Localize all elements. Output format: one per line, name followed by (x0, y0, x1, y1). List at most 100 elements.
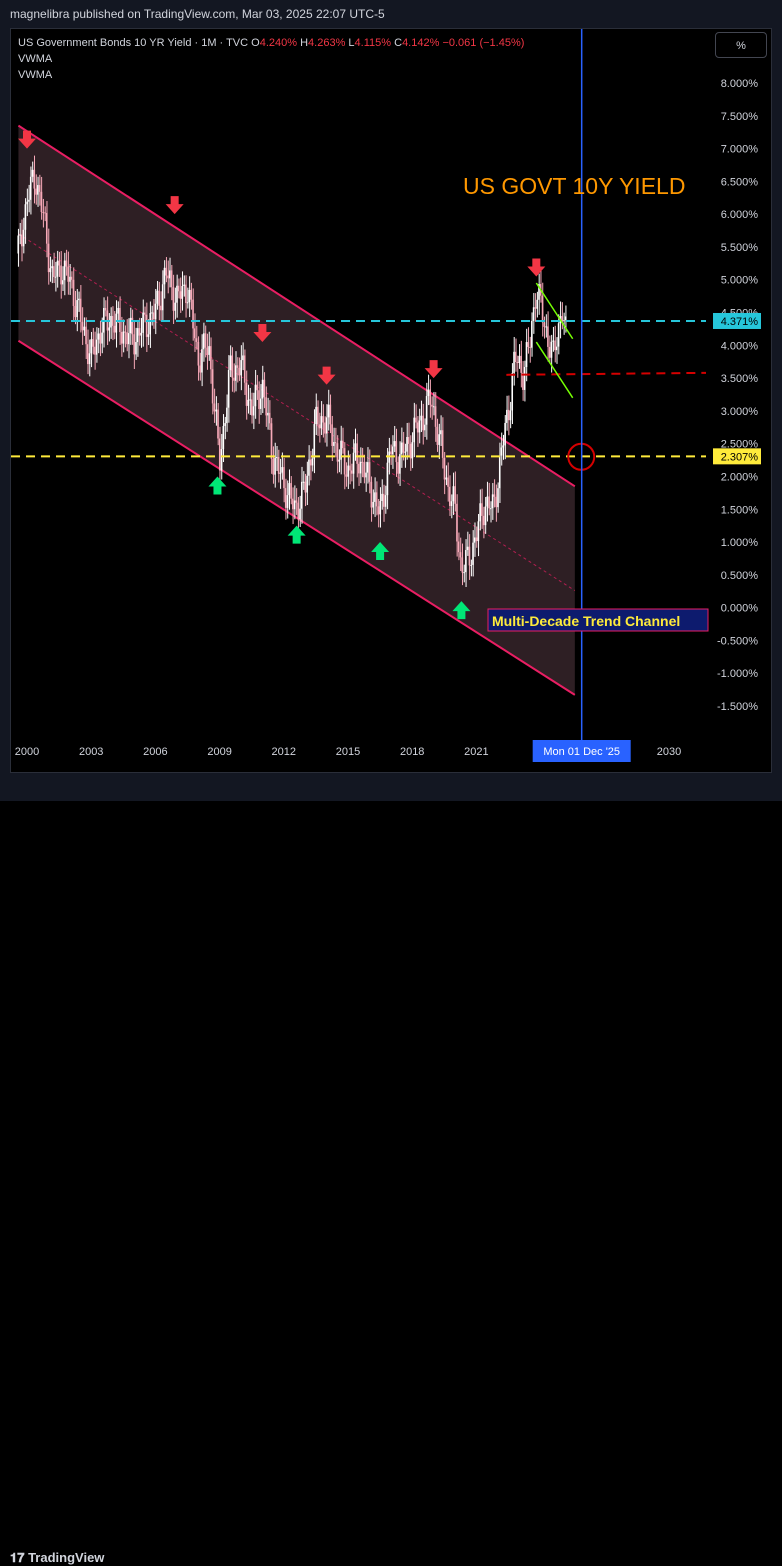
candle-body (358, 463, 360, 474)
indicator-vwma-1[interactable]: VWMA (18, 53, 53, 65)
y-tick-label: 2.000% (721, 471, 759, 483)
candle-body (202, 333, 205, 350)
y-tick-label: 1.000% (721, 537, 759, 549)
wedge-upper-line[interactable] (535, 282, 574, 340)
candle-body (274, 457, 276, 475)
candle-body (406, 437, 408, 452)
level-tag-bg (713, 448, 761, 465)
candle-body (484, 506, 487, 526)
candle-body (441, 430, 444, 458)
candle-body (563, 320, 565, 322)
candle-body (31, 169, 34, 177)
candle-body (276, 457, 278, 459)
candle-body (541, 295, 544, 323)
low-label: L (348, 37, 355, 49)
candle-body (240, 360, 242, 376)
candle-body (37, 185, 39, 195)
symbol-name[interactable]: US Government Bonds 10 YR Yield · 1M · T… (18, 37, 249, 49)
candle-body (74, 305, 77, 318)
wedge-lower-line[interactable] (535, 341, 574, 399)
candle-body (345, 474, 348, 477)
candle-body (290, 483, 292, 499)
candle-body (375, 492, 378, 507)
price-chart[interactable]: 8.000% 7.500% 7.000% 6.500% 6.000% 5.500% 5.00… (0, 0, 782, 801)
candle-body (536, 299, 538, 309)
candle-body (197, 341, 200, 366)
candle-body (550, 341, 553, 358)
candle-body (42, 212, 45, 214)
candle-body (277, 457, 280, 474)
candle-body (227, 369, 230, 408)
x-tick-label: 2000 (15, 746, 39, 758)
candle-body (554, 340, 556, 351)
candle-body (415, 417, 417, 423)
candle-body (120, 331, 123, 344)
candle-body (475, 537, 478, 542)
candle-body (561, 316, 563, 322)
candle-body (179, 291, 182, 299)
channel-label-box[interactable]: Multi-Decade Trend Channel (487, 608, 709, 632)
candle-body (65, 260, 68, 267)
candle-body (188, 289, 191, 303)
candle-body (322, 416, 324, 423)
candle-body (365, 472, 367, 478)
candle-body (211, 369, 214, 404)
x-tick-label: 2012 (272, 746, 296, 758)
candle-body (174, 302, 176, 311)
candle-body (397, 462, 399, 474)
candle-body (497, 488, 499, 508)
channel-lower-line[interactable] (17, 339, 576, 696)
candle-body (363, 462, 366, 478)
candle-body (514, 351, 517, 363)
arrow-markers (18, 130, 546, 620)
candle-body (33, 169, 36, 189)
candle-body (95, 339, 98, 355)
candle-body (557, 323, 560, 347)
change-value: −0.061 (−1.45%) (442, 37, 525, 49)
candle-body (258, 390, 260, 409)
candle-body (72, 279, 75, 306)
candle-body (147, 334, 150, 337)
down-arrow-icon (18, 130, 36, 149)
low-value: 4.115% (354, 37, 392, 49)
candle-body (286, 495, 289, 508)
y-tick-label: -0.500% (717, 635, 758, 647)
candle-body (500, 447, 503, 456)
candle-body (152, 312, 155, 320)
channel-mid-line[interactable] (18, 233, 576, 592)
cursor-date: Mon 01 Dec '25 (543, 746, 620, 758)
candle-body (404, 451, 407, 453)
tv-logo-icon: 𝟏𝟕 (10, 1550, 29, 1565)
percent-scale-button[interactable]: % (715, 32, 767, 58)
x-tick-label: 2015 (336, 746, 360, 758)
candle-body (218, 438, 221, 471)
candle-body (17, 235, 20, 254)
candle-body (522, 372, 524, 390)
candle-body (366, 462, 369, 473)
level-line-red[interactable] (506, 371, 707, 376)
candle-body (327, 404, 330, 418)
candle-body (336, 443, 339, 462)
indicator-vwma-2[interactable]: VWMA (18, 69, 53, 81)
candle-body (504, 422, 506, 446)
top-bar: magnelibra published on TradingView.com,… (0, 0, 782, 28)
tradingview-logo[interactable]: 𝟏𝟕 TradingView (10, 1550, 104, 1566)
candle-body (306, 475, 308, 493)
candle-body (22, 229, 25, 247)
candle-body (411, 442, 414, 459)
candle-body (238, 367, 241, 376)
candle-body (472, 542, 474, 565)
candle-body (538, 284, 540, 300)
y-axis: 8.000% 7.500% 7.000% 6.500% 6.000% 5.500% 5.00… (717, 78, 758, 713)
candle-body (516, 362, 519, 364)
candle-body (104, 307, 107, 311)
candle-body (119, 307, 121, 332)
candle-body (261, 379, 264, 399)
candle-body (424, 424, 426, 431)
candle-body (151, 312, 153, 314)
candle-body (220, 449, 223, 471)
channel-upper-line[interactable] (17, 124, 576, 488)
candle-body (370, 481, 373, 508)
y-tick-label: 2.500% (721, 439, 759, 451)
candle-body (449, 486, 451, 506)
